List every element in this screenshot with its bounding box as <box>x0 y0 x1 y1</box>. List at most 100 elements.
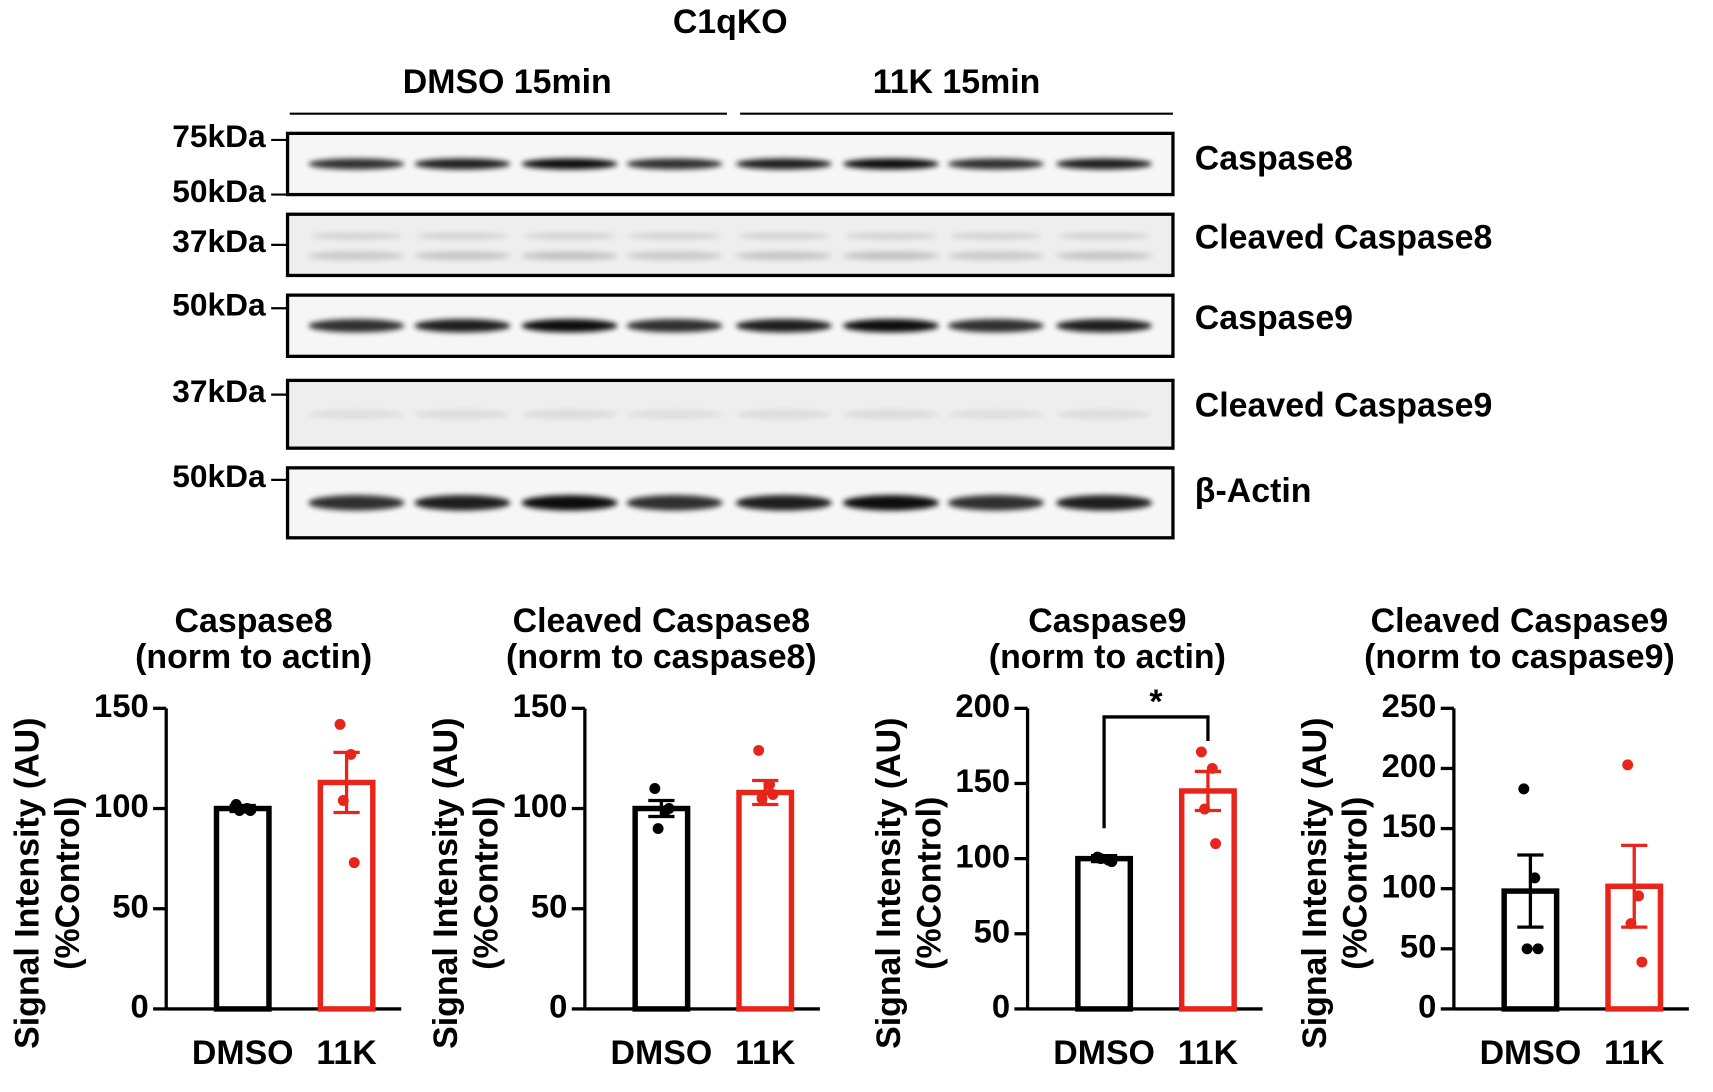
blot-band <box>521 251 618 261</box>
blot-band <box>308 409 405 419</box>
data-point <box>652 823 664 835</box>
significance-label: * <box>1149 683 1163 721</box>
data-point <box>1210 838 1222 850</box>
blot-band <box>947 251 1044 261</box>
x-tick-label: DMSO <box>1480 1034 1582 1072</box>
data-point <box>1199 803 1211 815</box>
blot-band <box>735 319 832 333</box>
data-point <box>345 748 357 760</box>
y-tick-label: 150 <box>513 687 568 724</box>
y-tick-label: 50 <box>1400 927 1436 964</box>
marker-label: 50kDa <box>172 173 266 209</box>
blot-band <box>842 158 940 170</box>
y-tick-label: 100 <box>1382 867 1437 904</box>
y-axis-label: (%Control) <box>49 797 87 970</box>
bar <box>317 779 376 1012</box>
blot-band <box>735 251 832 261</box>
blot-band <box>308 251 405 261</box>
blot-band <box>308 158 405 170</box>
blot-band <box>414 319 511 333</box>
y-axis-label: Signal Intensity (AU) <box>9 718 47 1049</box>
blot-band <box>308 319 405 333</box>
blot-band <box>1055 158 1153 170</box>
x-tick-label: 11K <box>735 1034 796 1072</box>
data-point <box>756 793 768 804</box>
blot-band <box>735 158 832 170</box>
blot-band <box>521 409 618 419</box>
blot-band <box>737 232 830 240</box>
blot-band <box>626 319 723 333</box>
y-tick-label: 200 <box>1382 747 1437 784</box>
protein-label: Caspase9 <box>1195 299 1353 337</box>
bar <box>736 789 795 1012</box>
blot-band <box>414 409 511 419</box>
blot-band <box>416 232 509 240</box>
blot-band <box>308 495 405 511</box>
blot-band <box>735 409 832 419</box>
blot-band <box>521 319 618 333</box>
x-tick-label: DMSO <box>1053 1034 1155 1072</box>
blot-band <box>628 232 721 240</box>
blot-band <box>947 319 1044 333</box>
marker-label: 50kDa <box>172 458 266 494</box>
data-point <box>1532 943 1544 955</box>
bar <box>1075 855 1134 1012</box>
blot-band <box>414 495 511 511</box>
blot-band <box>523 232 616 240</box>
y-tick-label: 50 <box>974 912 1010 949</box>
group-label: DMSO 15min <box>403 63 612 101</box>
x-tick-label: 11K <box>1178 1034 1239 1072</box>
blot-band <box>842 495 940 511</box>
data-point <box>1529 872 1541 884</box>
chart-title: Caspase9 <box>1028 602 1186 640</box>
blot-band <box>1055 251 1153 261</box>
y-axis-label: Signal Intensity (AU) <box>427 718 465 1049</box>
y-tick-label: 100 <box>955 837 1010 874</box>
blot-band <box>947 495 1044 511</box>
blot-band <box>414 158 511 170</box>
data-point <box>233 805 245 816</box>
marker-label: 37kDa <box>172 373 266 409</box>
chart-subtitle: (norm to actin) <box>135 638 372 676</box>
data-point <box>753 744 765 756</box>
bar <box>213 805 272 1012</box>
data-point <box>244 805 256 816</box>
bar <box>632 805 691 1012</box>
blot-band <box>626 409 723 419</box>
blot-title: C1qKO <box>673 3 788 41</box>
data-point <box>1521 943 1533 955</box>
y-axis-label: Signal Intensity (AU) <box>870 718 908 1049</box>
chart-title: Cleaved Caspase9 <box>1371 602 1669 640</box>
blot-band <box>949 232 1042 240</box>
data-point <box>1518 783 1530 795</box>
chart-title: Caspase8 <box>175 602 333 640</box>
blot-frame <box>285 212 1175 278</box>
data-point <box>1206 762 1218 774</box>
data-point <box>348 857 360 869</box>
y-tick-label: 150 <box>1382 807 1437 844</box>
blot-band <box>626 158 723 170</box>
data-point <box>1636 956 1648 968</box>
significance-bracket <box>1102 715 1210 829</box>
group-label: 11K 15min <box>873 63 1041 101</box>
y-tick-label: 100 <box>94 787 149 824</box>
blot-band <box>626 251 723 261</box>
blot-band <box>842 319 940 333</box>
marker-label: 37kDa <box>172 223 266 259</box>
blot-band <box>521 158 618 170</box>
data-point <box>649 783 661 794</box>
blot-band <box>735 495 832 511</box>
blot-band <box>521 495 618 511</box>
x-tick-label: DMSO <box>611 1034 713 1072</box>
chart-subtitle: (norm to actin) <box>989 638 1226 676</box>
data-point <box>764 779 776 790</box>
blot-band <box>845 232 937 240</box>
blot-band <box>947 158 1044 170</box>
y-axis-label: (%Control) <box>910 797 948 970</box>
blot-band <box>842 409 940 419</box>
x-tick-label: DMSO <box>192 1034 294 1072</box>
blot-band <box>1055 319 1153 333</box>
blot-band <box>414 251 511 261</box>
x-tick-label: 11K <box>316 1034 377 1072</box>
blot-band <box>947 409 1044 419</box>
